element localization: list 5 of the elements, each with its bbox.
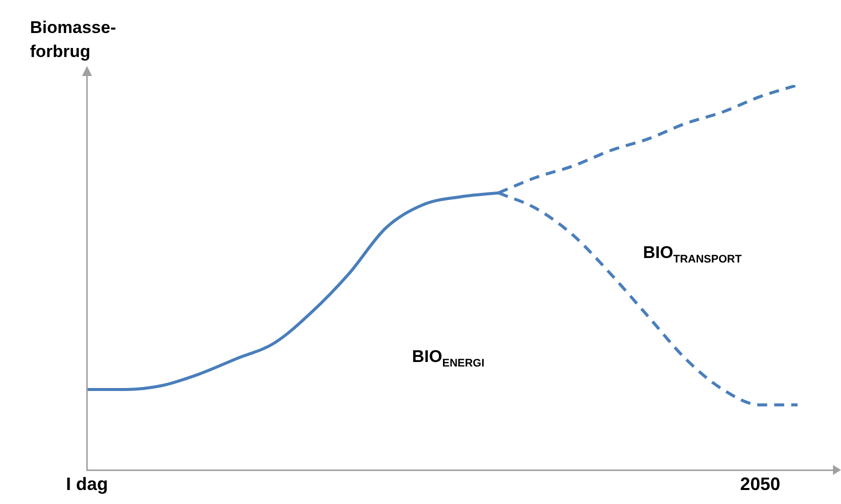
x-tick-label: I dag — [66, 474, 108, 494]
y-axis-title: Biomasse- forbrug — [30, 17, 116, 63]
x-tick-label: 2050 — [740, 474, 780, 494]
annotation: BIO$_{TRANSPORT}$ — [643, 243, 742, 266]
annotation: BIO$_{ENERGI}$ — [412, 347, 484, 370]
